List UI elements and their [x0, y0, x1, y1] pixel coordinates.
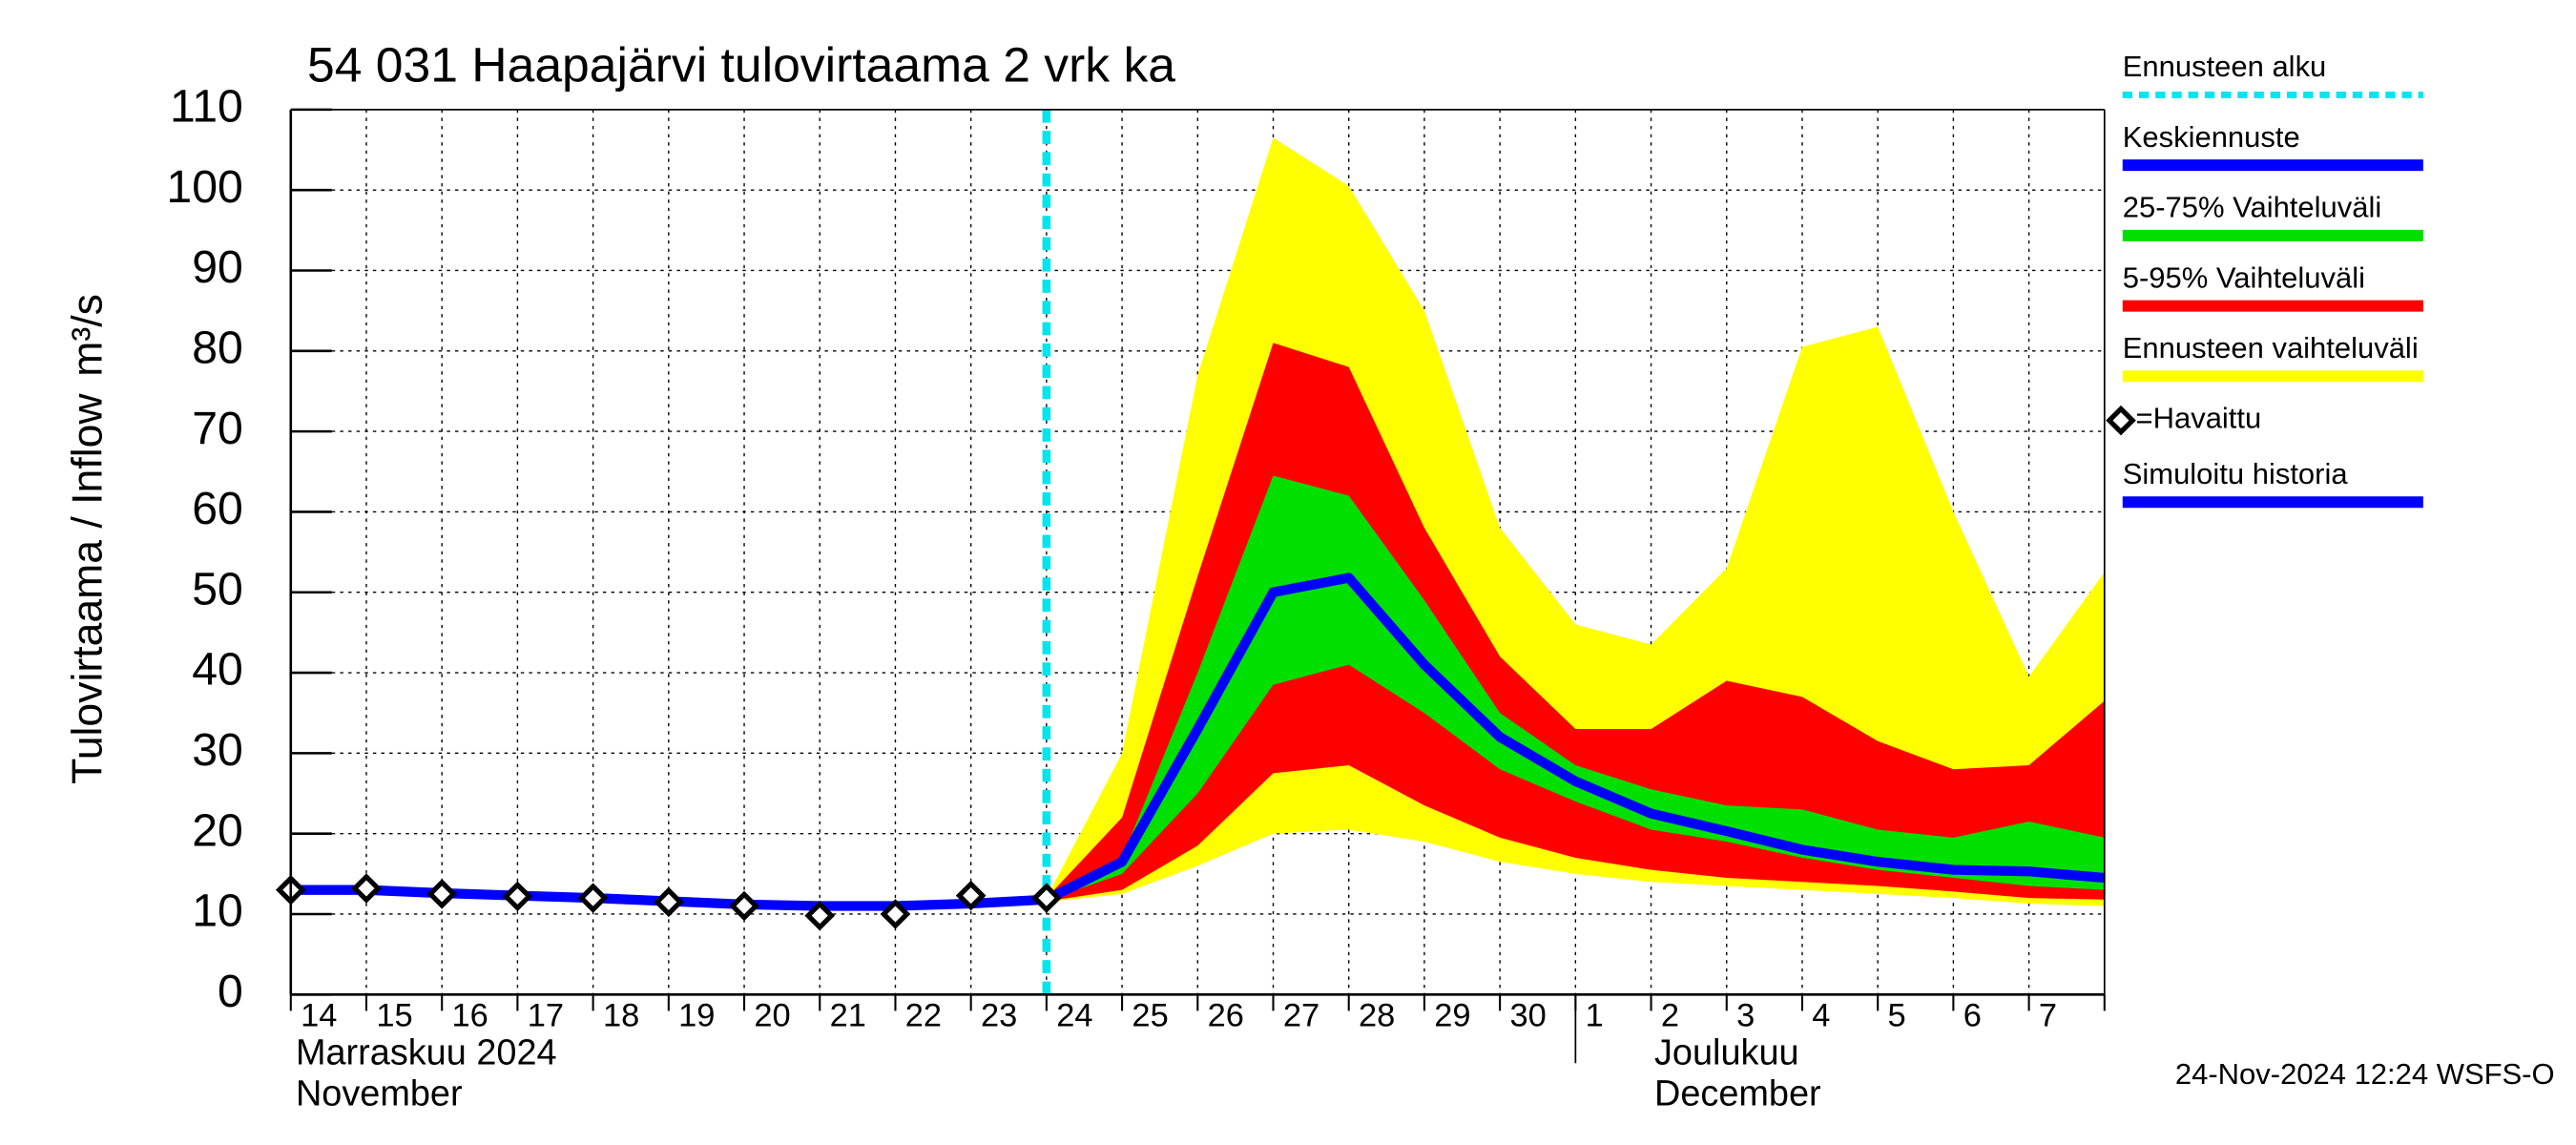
legend-label: Ennusteen vaihteluväli: [2123, 331, 2419, 364]
observed-marker: [880, 899, 911, 929]
x-tick-label: 23: [981, 997, 1017, 1033]
legend-label: Ennusteen alku: [2123, 50, 2327, 83]
observed-marker: [426, 879, 458, 909]
month-label: Joulukuu: [1654, 1033, 1799, 1073]
x-tick-label: 25: [1132, 997, 1168, 1033]
legend-label: =Havaittu: [2136, 402, 2262, 435]
x-tick-label: 27: [1283, 997, 1319, 1033]
x-tick-label: 21: [830, 997, 866, 1033]
timestamp: 24-Nov-2024 12:24 WSFS-O: [2175, 1057, 2555, 1091]
y-tick-label: 40: [192, 644, 243, 696]
month-label: November: [296, 1074, 463, 1114]
x-tick-label: 30: [1509, 997, 1546, 1033]
band: [1046, 343, 2105, 902]
y-tick-label: 80: [192, 323, 243, 374]
x-tick-label: 6: [1963, 997, 1982, 1033]
month-label: December: [1654, 1074, 1821, 1114]
observed-marker: [729, 890, 759, 922]
chart-title: 54 031 Haapajärvi tulovirtaama 2 vrk ka: [307, 37, 1175, 93]
legend-label: 5-95% Vaihteluväli: [2123, 260, 2365, 294]
y-tick-label: 90: [192, 241, 243, 293]
y-tick-label: 100: [166, 161, 242, 213]
y-tick-label: 20: [192, 804, 243, 856]
observed-marker: [654, 886, 684, 918]
x-tick-label: 14: [301, 997, 337, 1033]
y-tick-label: 10: [192, 885, 243, 937]
x-tick-label: 4: [1812, 997, 1830, 1033]
observed-marker: [351, 873, 382, 904]
legend-label: Simuloitu historia: [2123, 457, 2349, 490]
month-label: Marraskuu 2024: [296, 1033, 557, 1073]
y-tick-label: 30: [192, 724, 243, 776]
x-tick-label: 5: [1888, 997, 1906, 1033]
x-tick-label: 2: [1661, 997, 1679, 1033]
x-tick-label: 16: [452, 997, 488, 1033]
x-tick-label: 28: [1359, 997, 1395, 1033]
x-tick-label: 24: [1056, 997, 1092, 1033]
y-tick-label: 60: [192, 483, 243, 534]
observed-marker: [577, 883, 609, 913]
legend-marker: [2106, 405, 2136, 436]
y-tick-label: 110: [170, 81, 243, 133]
legend-label: Keskiennuste: [2123, 120, 2300, 154]
line: [1044, 572, 2106, 905]
x-tick-label: 7: [2039, 997, 2057, 1033]
x-tick-label: 3: [1736, 997, 1755, 1033]
y-axis-unit: m³/s: [64, 294, 111, 377]
x-tick-label: 1: [1586, 997, 1604, 1033]
y-axis-label: Tulovirtaama / Inflow: [64, 393, 111, 784]
x-tick-label: 22: [905, 997, 942, 1033]
x-tick-label: 15: [376, 997, 412, 1033]
y-tick-label: 50: [192, 563, 243, 614]
x-tick-label: 20: [754, 997, 790, 1033]
legend-label: 25-75% Vaihteluväli: [2123, 191, 2381, 224]
observed-marker: [1031, 883, 1062, 913]
observed-marker: [955, 880, 987, 911]
x-tick-label: 17: [528, 997, 564, 1033]
observed-marker: [502, 881, 533, 912]
x-tick-label: 26: [1208, 997, 1244, 1033]
y-tick-label: 70: [192, 403, 243, 454]
y-tick-label: 0: [218, 966, 243, 1017]
x-tick-label: 18: [603, 997, 639, 1033]
observed-marker: [804, 900, 836, 931]
x-tick-label: 29: [1434, 997, 1470, 1033]
x-tick-label: 19: [678, 997, 715, 1033]
